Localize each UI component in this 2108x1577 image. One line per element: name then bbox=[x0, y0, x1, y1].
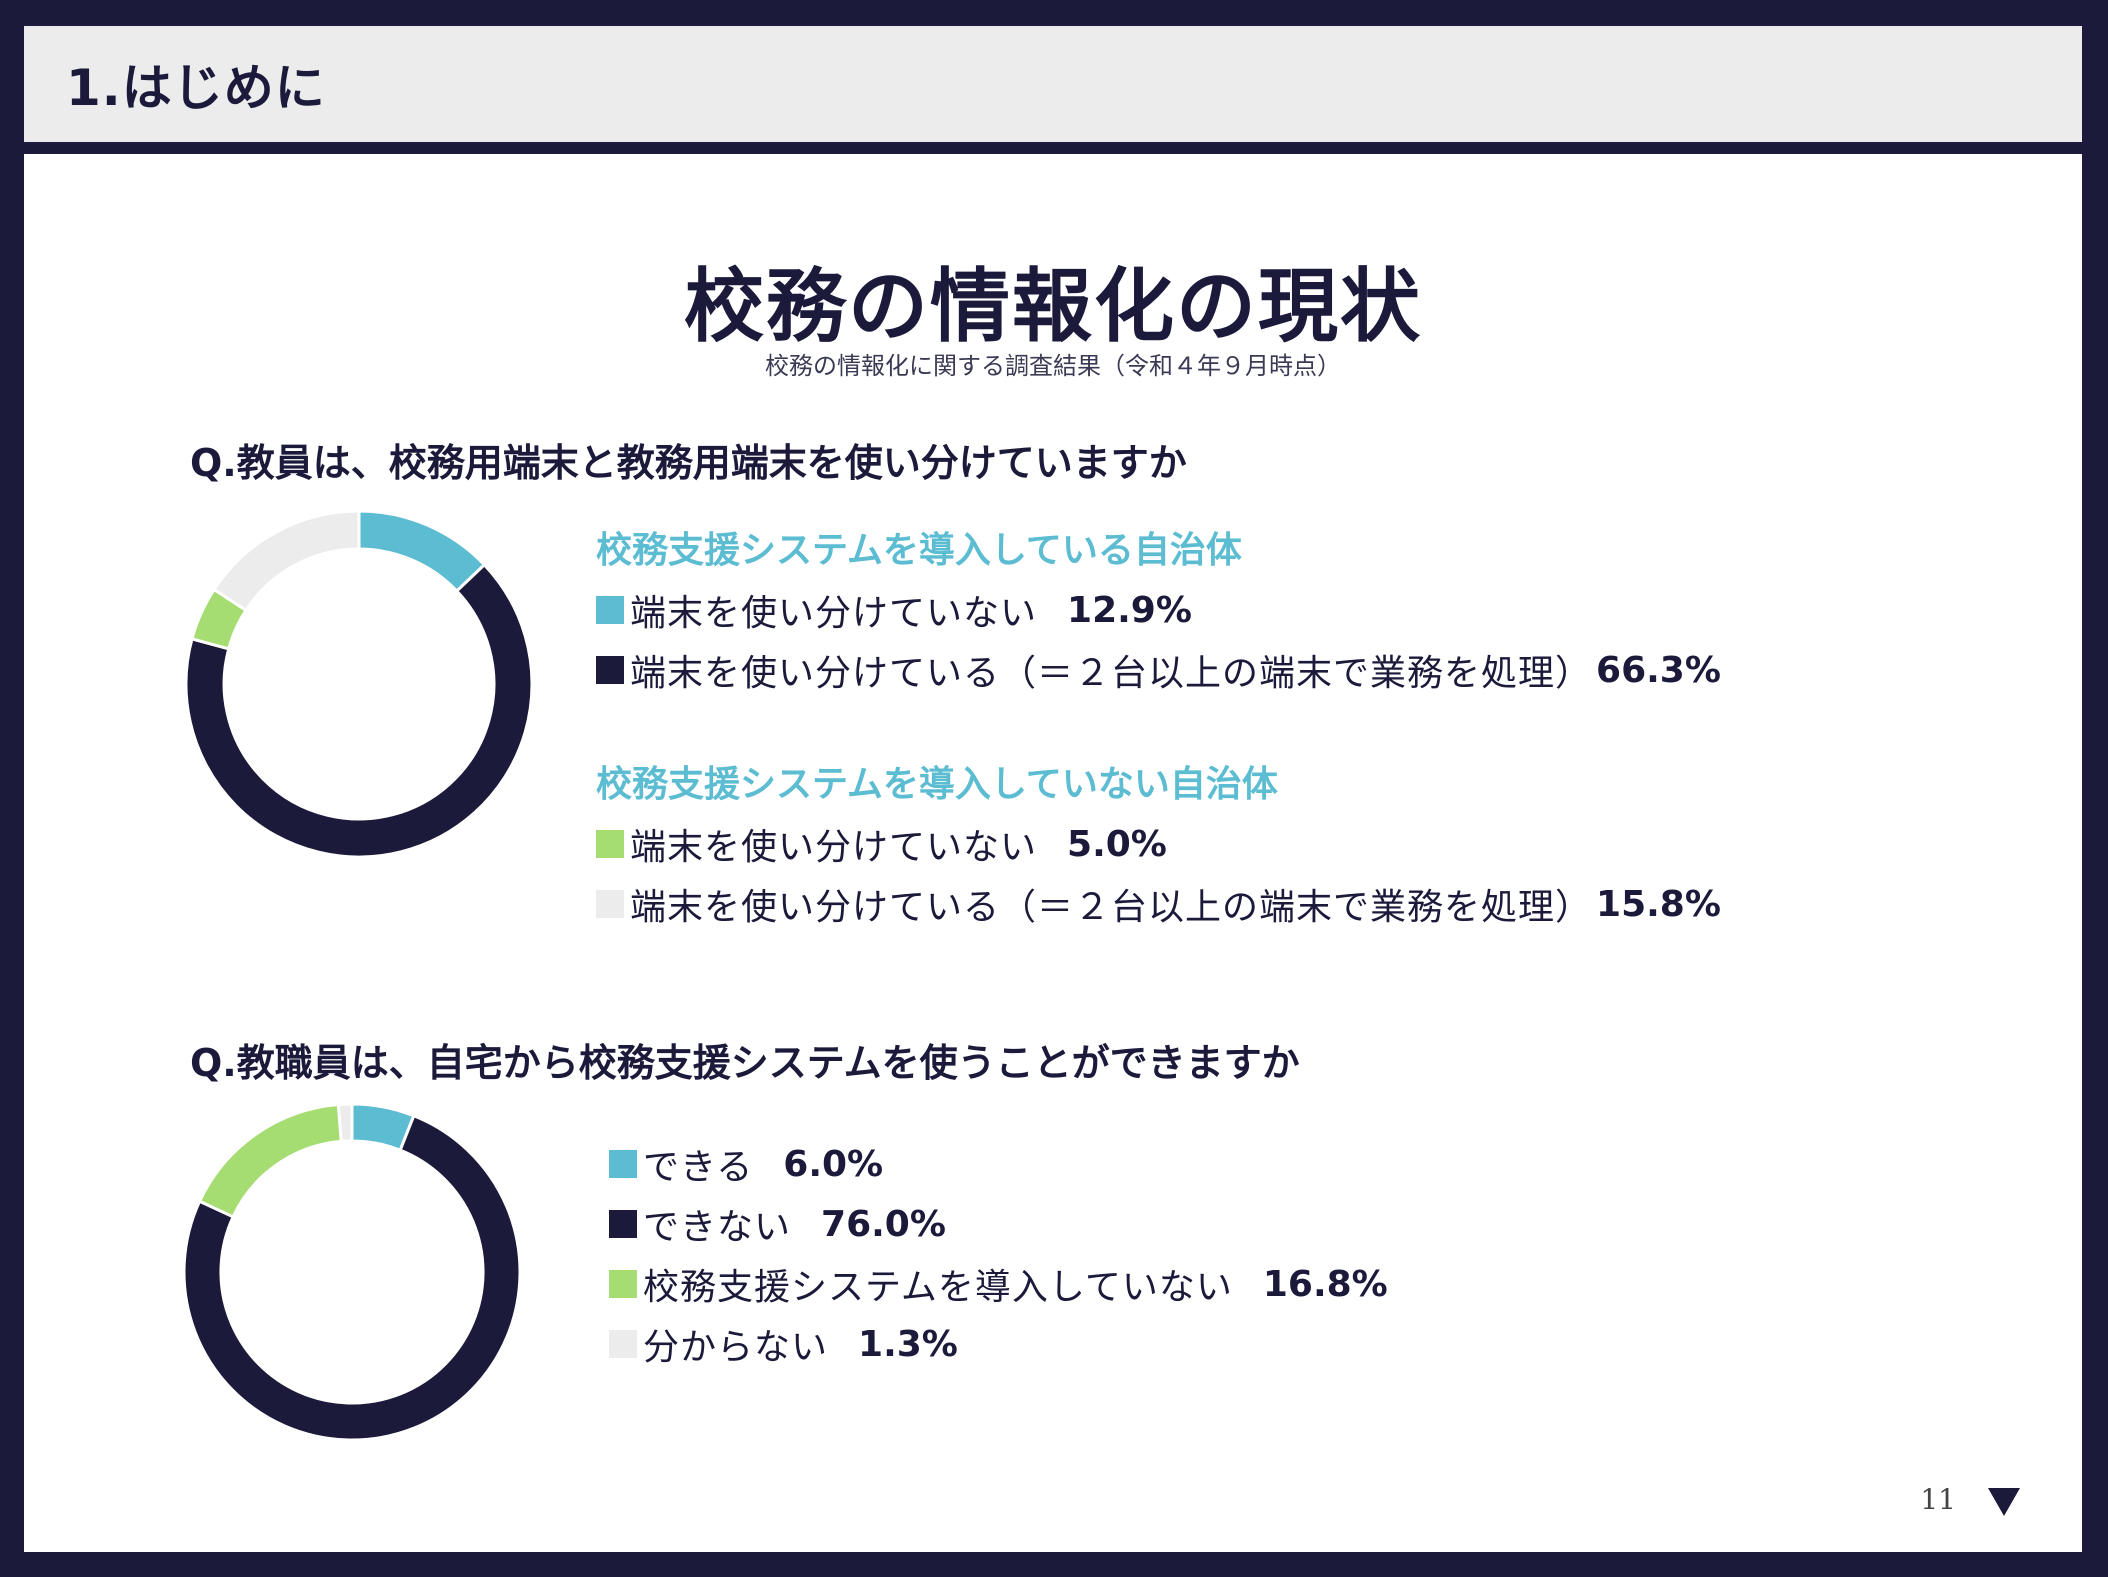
donut-chart-1 bbox=[184, 509, 534, 859]
slide: 校務の情報化の現状 校務の情報化に関する調査結果（令和４年９月時点） Q.教員は… bbox=[24, 154, 2082, 1552]
legend-label: 端末を使い分けていない bbox=[630, 827, 1038, 868]
legend-1-group-1-title: 校務支援システムを導入している自治体 bbox=[596, 530, 1242, 571]
legend-1-row-2: 端末を使い分けている（＝２台以上の端末で業務を処理） 66.3% bbox=[596, 640, 1721, 700]
question-2-text: Q.教職員は、自宅から校務支援システムを使うことができますか bbox=[190, 1041, 1300, 1085]
question-1-text: Q.教員は、校務用端末と教務用端末を使い分けていますか bbox=[190, 441, 1187, 485]
donut-slice bbox=[182, 1113, 522, 1442]
legend-swatch-gray bbox=[609, 1330, 637, 1358]
triangle-down-icon[interactable] bbox=[1988, 1488, 2020, 1516]
legend-2-row-1: できる 6.0% bbox=[609, 1134, 1388, 1194]
legend-value: 5.0% bbox=[1067, 823, 1167, 865]
legend-value: 12.9% bbox=[1067, 589, 1192, 631]
page-number: 11 bbox=[1920, 1483, 1956, 1516]
legend-label: 校務支援システムを導入していない bbox=[643, 1267, 1233, 1308]
legend-value: 1.3% bbox=[858, 1323, 958, 1365]
legend-value: 6.0% bbox=[783, 1143, 884, 1185]
legend-2-row-2: できない 76.0% bbox=[609, 1194, 1388, 1254]
legend-swatch-teal bbox=[596, 596, 624, 624]
legend-value: 15.8% bbox=[1596, 883, 1721, 925]
legend-1-group-2-title: 校務支援システムを導入していない自治体 bbox=[596, 764, 1278, 805]
slide-subtitle: 校務の情報化に関する調査結果（令和４年９月時点） bbox=[765, 352, 1341, 380]
legend-label: できない bbox=[643, 1207, 792, 1248]
legend-1-row-1: 端末を使い分けていない 12.9% bbox=[596, 580, 1721, 640]
legend-1-row-4: 端末を使い分けている（＝２台以上の端末で業務を処理） 15.8% bbox=[596, 874, 1721, 934]
legend-swatch-navy bbox=[609, 1210, 637, 1238]
legend-swatch-navy bbox=[596, 656, 624, 684]
legend-value: 66.3% bbox=[1596, 649, 1721, 691]
legend-2-row-3: 校務支援システムを導入していない 16.8% bbox=[609, 1254, 1388, 1314]
legend-swatch-green bbox=[609, 1270, 637, 1298]
legend-label: 端末を使い分けている（＝２台以上の端末で業務を処理） bbox=[630, 887, 1593, 928]
section-title: 1.はじめに bbox=[66, 59, 326, 117]
slide-title: 校務の情報化の現状 bbox=[684, 260, 1422, 353]
legend-value: 16.8% bbox=[1262, 1263, 1388, 1305]
legend-label: 端末を使い分けていない bbox=[630, 593, 1038, 634]
legend-1: 校務支援システムを導入している自治体 端末を使い分けていない 12.9% 端末を… bbox=[596, 522, 1721, 934]
legend-swatch-teal bbox=[609, 1150, 637, 1178]
donut-chart-2 bbox=[182, 1102, 522, 1442]
legend-label: 端末を使い分けている（＝２台以上の端末で業務を処理） bbox=[630, 653, 1593, 694]
donut-slice bbox=[212, 509, 361, 613]
section-header: 1.はじめに bbox=[24, 26, 2082, 142]
legend-swatch-green bbox=[596, 830, 624, 858]
legend-1-row-3: 端末を使い分けていない 5.0% bbox=[596, 814, 1721, 874]
donut-slice bbox=[197, 1102, 343, 1219]
legend-swatch-gray bbox=[596, 890, 624, 918]
legend-label: 分からない bbox=[643, 1327, 829, 1368]
legend-label: できる bbox=[643, 1147, 754, 1188]
legend-value: 76.0% bbox=[821, 1203, 946, 1245]
donut-slice bbox=[357, 509, 487, 594]
legend-2-row-4: 分からない 1.3% bbox=[609, 1314, 1388, 1374]
donut-slice bbox=[336, 1102, 354, 1144]
donut-slice bbox=[184, 562, 534, 859]
legend-2: できる 6.0% できない 76.0% 校務支援システムを導入していない 16.… bbox=[609, 1134, 1388, 1374]
